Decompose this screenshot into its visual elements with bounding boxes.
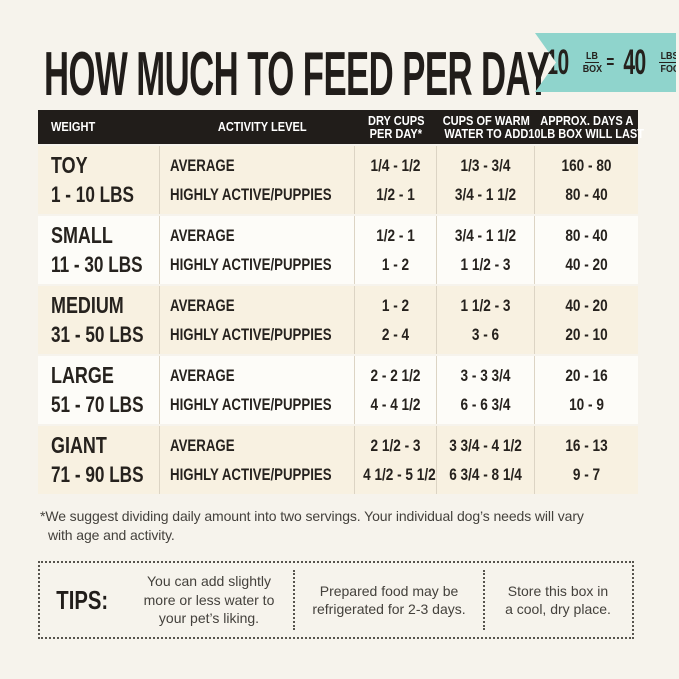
column-header-days-box-lasts: APPROX. DAYS A 10LB BOX WILL LAST — [528, 112, 645, 141]
weight-cell: SMALL 11 - 30 LBS — [38, 216, 160, 284]
dry-cups-cell: 1 - 2 2 - 4 — [355, 286, 437, 354]
weight-range-label: 11 - 30 LBS — [51, 252, 143, 277]
box-equivalence-badge: 10 LB BOX = 40 LBS of FOOD! — [535, 33, 676, 92]
badge-box-label: BOX — [582, 63, 603, 75]
activity-cell: AVERAGE HIGHLY ACTIVE/PUPPIES — [160, 146, 355, 214]
weight-range-label: 31 - 50 LBS — [51, 322, 144, 347]
weight-range-label: 71 - 90 LBS — [51, 462, 144, 487]
warm-water-cell: 3 - 3 3/4 6 - 6 3/4 — [437, 356, 535, 424]
badge-box-weight: 10 — [546, 42, 569, 82]
dry-cups-cell: 2 - 2 1/2 4 - 4 1/2 — [355, 356, 437, 424]
days-cell: 20 - 16 10 - 9 — [565, 366, 608, 414]
activity-cell: AVERAGE HIGHLY ACTIVE/PUPPIES — [160, 426, 355, 494]
days-cell: 16 - 13 9 - 7 — [565, 436, 608, 484]
weight-size-label: TOY — [51, 152, 88, 178]
activity-cell: AVERAGE HIGHLY ACTIVE/PUPPIES — [160, 286, 355, 354]
table-row-medium: MEDIUM 31 - 50 LBS AVERAGE HIGHLY ACTIVE… — [38, 286, 638, 354]
table-row-small: SMALL 11 - 30 LBS AVERAGE HIGHLY ACTIVE/… — [38, 216, 638, 284]
weight-size-label: SMALL — [51, 222, 113, 248]
feeding-table: WEIGHT ACTIVITY LEVEL DRY CUPS PER DAY* C… — [38, 110, 645, 494]
badge-lb-label: LB — [586, 49, 599, 62]
tips-label: TIPS: — [56, 584, 108, 615]
table-row-giant: GIANT 71 - 90 LBS AVERAGE HIGHLY ACTIVE/… — [38, 426, 638, 494]
badge-lbs-food-fraction: LBS of FOOD! — [658, 49, 679, 76]
tip-storage: Store this box in a cool, dry place. — [505, 582, 611, 618]
weight-size-label: LARGE — [51, 362, 114, 388]
tip-water-adjustment: You can add slightly more or less water … — [124, 563, 295, 637]
column-header-weight: WEIGHT — [51, 119, 96, 135]
tip-refrigeration: Prepared food may be refrigerated for 2-… — [294, 563, 485, 637]
weight-cell: LARGE 51 - 70 LBS — [38, 356, 160, 424]
weight-range-label: 1 - 10 LBS — [51, 182, 134, 207]
tips-box: TIPS: You can add slightly more or less … — [38, 561, 634, 639]
badge-food-label: FOOD! — [660, 63, 676, 76]
weight-cell: MEDIUM 31 - 50 LBS — [38, 286, 160, 354]
activity-cell: AVERAGE HIGHLY ACTIVE/PUPPIES — [160, 356, 355, 424]
warm-water-cell: 1/3 - 3/4 3/4 - 1 1/2 — [437, 146, 535, 214]
weight-size-label: MEDIUM — [51, 292, 124, 318]
weight-cell: GIANT 71 - 90 LBS — [38, 426, 160, 494]
table-row-large: LARGE 51 - 70 LBS AVERAGE HIGHLY ACTIVE/… — [38, 356, 638, 424]
warm-water-cell: 3/4 - 1 1/2 1 1/2 - 3 — [437, 216, 535, 284]
page-title: HOW MUCH TO FEED PER DAY — [44, 40, 550, 109]
days-cell: 80 - 40 40 - 20 — [565, 226, 608, 274]
serving-footnote: *We suggest dividing daily amount into t… — [40, 508, 584, 543]
weight-cell: TOY 1 - 10 LBS — [38, 146, 160, 214]
badge-equals-sign: = — [606, 52, 614, 72]
warm-water-cell: 1 1/2 - 3 3 - 6 — [437, 286, 535, 354]
badge-food-weight: 40 — [623, 42, 647, 82]
badge-lb-box-fraction: LB BOX — [581, 49, 604, 75]
table-header-row: WEIGHT ACTIVITY LEVEL DRY CUPS PER DAY* C… — [38, 110, 645, 144]
table-row-toy: TOY 1 - 10 LBS AVERAGE HIGHLY ACTIVE/PUP… — [38, 146, 638, 214]
badge-lbs-label: LBS — [660, 49, 679, 62]
days-cell: 40 - 20 20 - 10 — [565, 296, 608, 344]
column-header-warm-water: CUPS OF WARM WATER TO ADD — [442, 112, 530, 141]
column-header-dry-cups: DRY CUPS PER DAY* — [367, 112, 425, 141]
weight-size-label: GIANT — [51, 432, 107, 458]
dry-cups-cell: 2 1/2 - 3 4 1/2 - 5 1/2 — [355, 426, 437, 494]
activity-cell: AVERAGE HIGHLY ACTIVE/PUPPIES — [160, 216, 355, 284]
warm-water-cell: 3 3/4 - 4 1/2 6 3/4 - 8 1/4 — [437, 426, 535, 494]
dry-cups-cell: 1/4 - 1/2 1/2 - 1 — [355, 146, 437, 214]
dry-cups-cell: 1/2 - 1 1 - 2 — [355, 216, 437, 284]
column-header-activity-level: ACTIVITY LEVEL — [218, 119, 307, 135]
weight-range-label: 51 - 70 LBS — [51, 392, 144, 417]
days-cell: 160 - 80 80 - 40 — [561, 156, 612, 204]
